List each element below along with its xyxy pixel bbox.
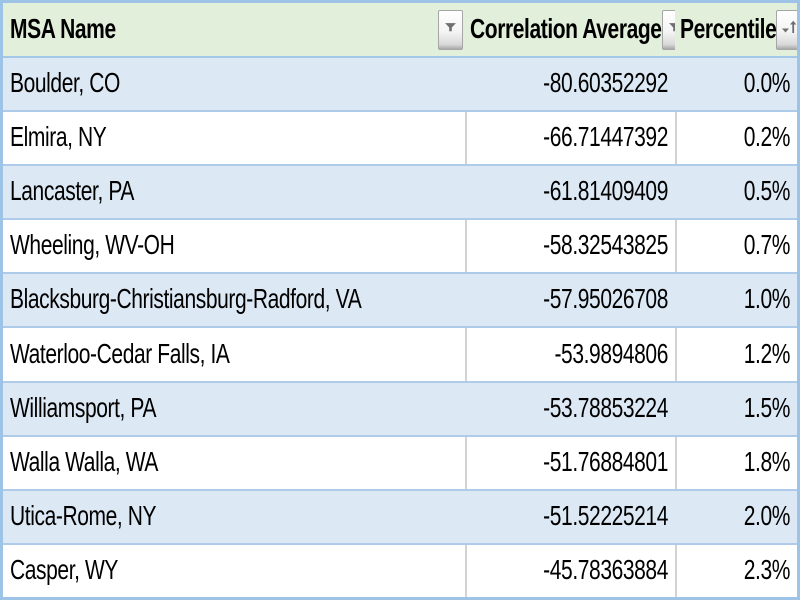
correlation-average-cell[interactable]: -57.95026708 (543, 284, 668, 316)
correlation-average-cell[interactable]: -51.52225214 (543, 500, 668, 532)
column-header-correlation-average[interactable]: Correlation Average (465, 3, 675, 56)
table-body: Boulder, CO -80.60352292 0.0% Elmira, NY… (3, 58, 797, 597)
correlation-average-cell[interactable]: -53.9894806 (465, 328, 675, 381)
msa-name-header-label: MSA Name (10, 13, 116, 45)
percentile-cell[interactable]: 2.3% (675, 544, 797, 597)
msa-name-cell[interactable]: Williamsport, PA (10, 392, 157, 424)
sort-filter-button-percentile[interactable] (776, 9, 797, 50)
correlation-average-cell[interactable]: -53.78853224 (543, 392, 668, 424)
table-row: Waterloo-Cedar Falls, IA -53.9894806 1.2… (3, 328, 797, 383)
msa-name-cell[interactable]: Blacksburg-Christiansburg-Radford, VA (10, 284, 362, 316)
msa-name-cell[interactable]: Elmira, NY (10, 122, 107, 153)
msa-name-cell[interactable]: Wheeling, WV-OH (10, 230, 175, 261)
filter-button-msa-name[interactable] (438, 9, 463, 50)
correlation-average-header-label: Correlation Average (470, 13, 662, 45)
percentile-cell[interactable]: 0.0% (743, 68, 791, 99)
percentile-cell[interactable]: 0.5% (743, 176, 791, 207)
percentile-cell[interactable]: 1.5% (743, 392, 791, 424)
correlation-average-cell[interactable]: -58.32543825 (465, 220, 675, 273)
column-header-msa-name[interactable]: MSA Name (3, 3, 465, 56)
filter-button-correlation-average[interactable] (661, 9, 675, 50)
correlation-average-cell[interactable]: -80.60352292 (543, 68, 668, 99)
filter-icon (445, 23, 456, 32)
percentile-cell[interactable]: 1.0% (743, 284, 791, 316)
correlation-average-cell[interactable]: -51.76884801 (465, 436, 675, 489)
table-row: Blacksburg-Christiansburg-Radford, VA -5… (3, 274, 797, 329)
column-header-percentile[interactable]: Percentile (675, 3, 797, 56)
table-header-row: MSA Name Correlation Average Percentile (3, 3, 797, 58)
percentile-cell[interactable]: 0.2% (675, 112, 797, 165)
percentile-cell[interactable]: 0.7% (675, 220, 797, 273)
percentile-header-label: Percentile (680, 13, 777, 45)
msa-name-cell[interactable]: Boulder, CO (10, 68, 120, 99)
table-row: Lancaster, PA -61.81409409 0.5% (3, 166, 797, 221)
table-row: Utica-Rome, NY -51.52225214 2.0% (3, 490, 797, 545)
table-row: Elmira, NY -66.71447392 0.2% (3, 112, 797, 167)
percentile-cell[interactable]: 1.8% (675, 436, 797, 489)
correlation-average-cell[interactable]: -66.71447392 (465, 112, 675, 165)
percentile-cell[interactable]: 1.2% (675, 328, 797, 381)
msa-name-cell[interactable]: Lancaster, PA (10, 176, 134, 207)
correlation-average-cell[interactable]: -61.81409409 (543, 176, 668, 207)
msa-name-cell[interactable]: Waterloo-Cedar Falls, IA (10, 338, 230, 370)
table-row: Walla Walla, WA -51.76884801 1.8% (3, 436, 797, 491)
table-row: Boulder, CO -80.60352292 0.0% (3, 58, 797, 113)
table-row: Williamsport, PA -53.78853224 1.5% (3, 382, 797, 437)
msa-name-cell[interactable]: Utica-Rome, NY (10, 500, 157, 532)
percentile-cell[interactable]: 2.0% (743, 500, 791, 532)
correlation-average-cell[interactable]: -45.78363884 (465, 544, 675, 597)
sort-ascending-filter-icon (781, 20, 797, 33)
msa-name-cell[interactable]: Casper, WY (10, 554, 119, 586)
msa-name-cell[interactable]: Walla Walla, WA (10, 446, 159, 478)
table-row: Casper, WY -45.78363884 2.3% (3, 544, 797, 597)
table-row: Wheeling, WV-OH -58.32543825 0.7% (3, 220, 797, 275)
filter-icon (668, 23, 675, 32)
